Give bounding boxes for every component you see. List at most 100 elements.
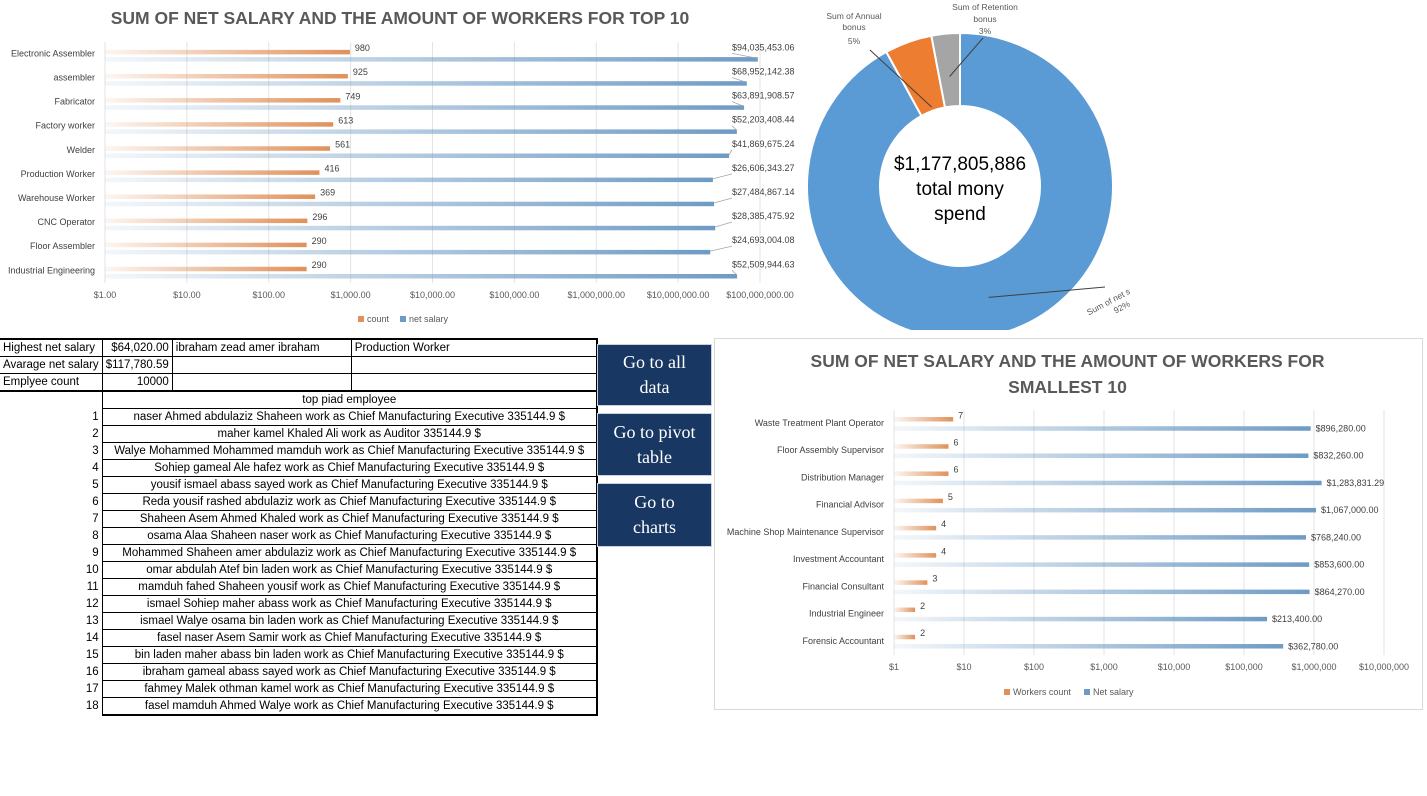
employee-rank: 3 <box>0 442 103 460</box>
salary-data-label: $1,067,000.00 <box>1321 505 1379 515</box>
count-bar <box>105 218 308 224</box>
small-title-line2: SMALLEST 10 <box>1008 377 1127 397</box>
employee-entry: ismael Sohiep maher abass work as Chief … <box>102 595 598 613</box>
x-tick-label: $1 <box>889 662 899 672</box>
salary-bar <box>105 129 737 134</box>
employee-entry: ibraham gameal abass sayed work as Chief… <box>102 663 598 681</box>
label-leader <box>710 245 733 252</box>
category-label: Warehouse Worker <box>18 193 95 203</box>
summary-table: Highest net salary $64,020.00 ibraham ze… <box>0 338 598 716</box>
average-row: Avarage net salary $117,780.59 <box>0 356 598 374</box>
salary-bar <box>894 562 1310 567</box>
count-data-label: 4 <box>941 519 946 529</box>
count-bar <box>105 242 307 248</box>
count-bar <box>105 266 307 272</box>
go-to-charts-button[interactable]: Go to charts <box>598 484 711 546</box>
salary-bar <box>105 153 730 159</box>
salary-bar <box>894 507 1316 513</box>
salary-data-label: $864,270.00 <box>1315 587 1365 597</box>
category-label: Factory worker <box>35 121 95 131</box>
salary-data-label: $27,484,867.14 <box>732 187 795 197</box>
count-bar <box>105 146 331 151</box>
salary-bar <box>894 535 1306 540</box>
average-label: Avarage net salary <box>0 356 103 374</box>
category-label: assembler <box>53 73 95 83</box>
employee-rank: 11 <box>0 578 103 596</box>
count-data-label: 4 <box>941 546 946 556</box>
salary-data-label: $52,203,408.44 <box>732 115 795 125</box>
x-tick-label: $1,000,000.00 <box>567 290 625 300</box>
employee-entry: Reda yousif rashed abdulaziz work as Chi… <box>102 493 598 511</box>
salary-data-label: $832,260.00 <box>1313 451 1363 461</box>
small-chart-title: SUM OF NET SALARY AND THE AMOUNT OF WORK… <box>714 348 1421 400</box>
employee-entry: fahmey Malek othman kamel work as Chief … <box>102 680 598 698</box>
employee-rank: 17 <box>0 680 103 698</box>
count-data-label: 296 <box>312 212 327 222</box>
label-leader <box>731 77 747 83</box>
x-tick-label: $100,000.00 <box>489 290 539 300</box>
count-data-label: 2 <box>920 628 925 638</box>
salary-data-label: $853,600.00 <box>1314 560 1364 570</box>
employee-entry: mamduh fahed Shaheen yousif work as Chie… <box>102 578 598 596</box>
x-tick-label: $10,000.00 <box>410 290 455 300</box>
salary-data-label: $41,869,675.24 <box>732 139 795 149</box>
small-title-line1: SUM OF NET SALARY AND THE AMOUNT OF WORK… <box>810 351 1325 371</box>
salary-data-label: $768,240.00 <box>1311 532 1361 542</box>
x-tick-label: $100.00 <box>252 290 285 300</box>
employee-entry: osama Alaa Shaheen naser work as Chief M… <box>102 527 598 545</box>
employee-row: 16 ibraham gameal abass sayed work as Chi… <box>0 663 598 681</box>
pie-label-retention-pct: 3% <box>979 26 992 36</box>
count-data-label: 749 <box>345 91 360 101</box>
employee-row: 17 fahmey Malek othman kamel work as Chie… <box>0 680 598 698</box>
top-header-row: top piad employee <box>0 390 598 409</box>
count-bar <box>894 634 916 640</box>
x-tick-label: $100,000,000.00 <box>726 290 794 300</box>
pie-center-value: $1,177,805,886 <box>894 154 1026 175</box>
x-tick-label: $1,000 <box>1090 662 1118 672</box>
go-to-pivot-table-button[interactable]: Go to pivot table <box>598 414 711 475</box>
count-data-label: 416 <box>324 164 339 174</box>
employee-row: 13 ismael Walye osama bin laden work as C… <box>0 612 598 630</box>
employee-row: 15 bin laden maher abass bin laden work a… <box>0 646 598 664</box>
pie-label-retention: Sum of Retention <box>952 2 1018 12</box>
category-label: Machine Shop Maintenance Supervisor <box>727 527 884 537</box>
salary-bar <box>105 177 713 183</box>
employee-rank: 13 <box>0 612 103 630</box>
pie-label-annual: Sum of Annual <box>826 11 881 21</box>
employee-rank: 12 <box>0 595 103 613</box>
employee-row: 2 maher kamel Khaled Ali work as Auditor … <box>0 425 598 443</box>
employee-row: 18 fasel mamduh Ahmed Walye work as Chief… <box>0 697 598 716</box>
count-data-label: 613 <box>338 115 353 125</box>
count-bar <box>894 444 949 449</box>
summary-sheet: Highest net salary $64,020.00 ibraham ze… <box>0 338 598 716</box>
employee-rank: 7 <box>0 510 103 528</box>
go-to-all-data-button[interactable]: Go to all data <box>598 345 711 405</box>
highest-row: Highest net salary $64,020.00 ibraham ze… <box>0 338 598 357</box>
employee-rank: 16 <box>0 663 103 681</box>
employee-row: 1 naser Ahmed abdulaziz Shaheen work as C… <box>0 408 598 426</box>
x-tick-label: $1.00 <box>94 290 117 300</box>
employee-rank: 6 <box>0 493 103 511</box>
count-data-label: 561 <box>335 140 350 150</box>
employee-entry: bin laden maher abass bin laden work as … <box>102 646 598 664</box>
employee-rank: 8 <box>0 527 103 545</box>
salary-data-label: $1,283,831.29 <box>1327 478 1385 488</box>
label-leader <box>728 149 733 155</box>
top-chart: $1.00 $10.00 $100.00 $1,000.00 $10,000.00 $10… <box>8 42 795 324</box>
count-bar <box>894 417 954 422</box>
count-value: 10000 <box>102 373 173 391</box>
salary-bar <box>105 81 747 86</box>
salary-bar <box>105 201 715 207</box>
salary-bar <box>105 105 745 110</box>
category-label: Fabricator <box>54 97 95 107</box>
category-label: Investment Accountant <box>793 554 885 564</box>
highest-job: Production Worker <box>351 338 598 357</box>
employee-row: 4 Sohiep gameal Ale hafez work as Chief M… <box>0 459 598 477</box>
employee-row: 5 yousif ismael abass sayed work as Chief… <box>0 476 598 494</box>
category-label: Electronic Assembler <box>11 48 95 58</box>
pie-center-line1: total mony <box>916 179 1004 200</box>
highest-name: ibraham zead amer ibraham <box>172 338 352 357</box>
salary-bar <box>894 644 1284 649</box>
salary-bar <box>105 274 738 279</box>
